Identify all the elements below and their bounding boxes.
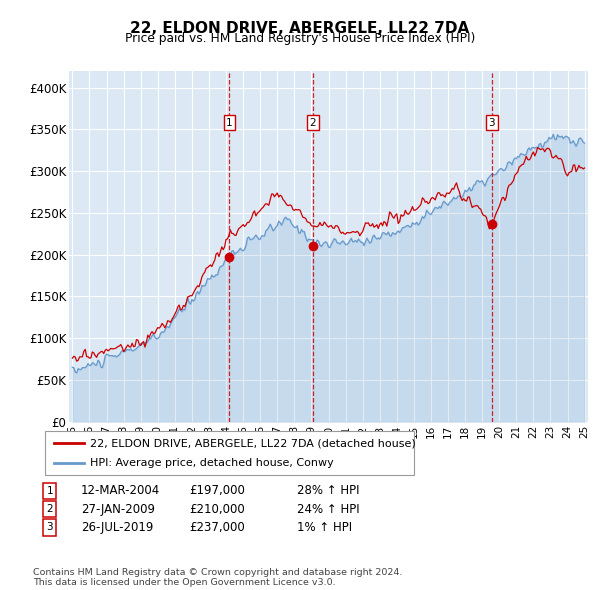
Text: 27-JAN-2009: 27-JAN-2009 xyxy=(81,503,155,516)
Text: 26-JUL-2019: 26-JUL-2019 xyxy=(81,521,154,534)
Text: 22, ELDON DRIVE, ABERGELE, LL22 7DA (detached house): 22, ELDON DRIVE, ABERGELE, LL22 7DA (det… xyxy=(90,438,416,448)
Text: 1% ↑ HPI: 1% ↑ HPI xyxy=(297,521,352,534)
Text: 1: 1 xyxy=(46,486,53,496)
Text: 24% ↑ HPI: 24% ↑ HPI xyxy=(297,503,359,516)
Text: £237,000: £237,000 xyxy=(189,521,245,534)
Text: 28% ↑ HPI: 28% ↑ HPI xyxy=(297,484,359,497)
Text: 2: 2 xyxy=(46,504,53,514)
Text: 2: 2 xyxy=(310,117,316,127)
Text: 12-MAR-2004: 12-MAR-2004 xyxy=(81,484,160,497)
Text: 1: 1 xyxy=(226,117,233,127)
Text: 3: 3 xyxy=(488,117,495,127)
Text: 3: 3 xyxy=(46,523,53,532)
Text: HPI: Average price, detached house, Conwy: HPI: Average price, detached house, Conw… xyxy=(90,458,334,467)
Text: £197,000: £197,000 xyxy=(189,484,245,497)
Text: Price paid vs. HM Land Registry's House Price Index (HPI): Price paid vs. HM Land Registry's House … xyxy=(125,32,475,45)
Text: Contains HM Land Registry data © Crown copyright and database right 2024.
This d: Contains HM Land Registry data © Crown c… xyxy=(33,568,403,587)
Text: £210,000: £210,000 xyxy=(189,503,245,516)
Text: 22, ELDON DRIVE, ABERGELE, LL22 7DA: 22, ELDON DRIVE, ABERGELE, LL22 7DA xyxy=(130,21,470,35)
